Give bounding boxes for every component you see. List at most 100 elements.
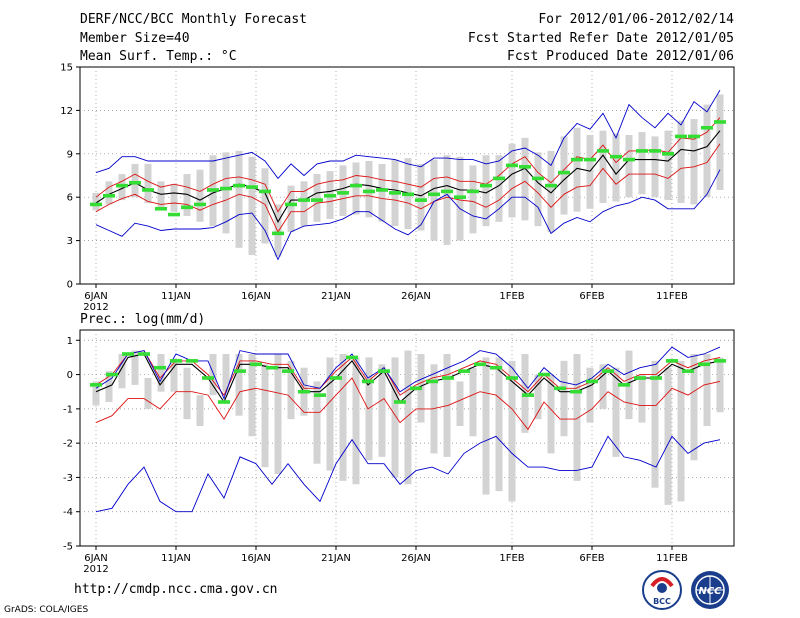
observation-mark bbox=[570, 389, 582, 394]
observation-mark bbox=[376, 188, 388, 192]
spread-box bbox=[248, 354, 256, 437]
observation-mark bbox=[554, 386, 566, 391]
observation-mark bbox=[597, 149, 609, 153]
observation-mark bbox=[506, 163, 518, 168]
y-tick-label: 0 bbox=[67, 370, 73, 381]
spread-box bbox=[365, 357, 373, 461]
spread-box bbox=[651, 360, 659, 488]
spread-box bbox=[599, 364, 607, 409]
y-tick-label: 15 bbox=[60, 63, 73, 74]
observation-mark bbox=[490, 365, 502, 370]
plot-frame bbox=[79, 329, 735, 547]
spread-box bbox=[586, 367, 594, 423]
chart-title: DERF/NCC/BCC Monthly Forecast bbox=[80, 12, 307, 27]
spread-box bbox=[638, 132, 646, 195]
x-tick-label: 21JAN bbox=[321, 291, 351, 302]
observation-mark bbox=[442, 376, 454, 380]
spread-box bbox=[222, 354, 230, 392]
observation-mark bbox=[675, 134, 687, 139]
observation-mark bbox=[250, 362, 262, 367]
spread-box bbox=[612, 367, 620, 457]
y-tick-label: 6 bbox=[67, 193, 73, 204]
y-tick-label: -1 bbox=[63, 404, 73, 415]
spread-box bbox=[521, 137, 529, 221]
spread-box bbox=[404, 350, 412, 485]
source-url[interactable]: http://cmdp.ncc.cma.gov.cn bbox=[74, 582, 278, 597]
forecast-period: For 2012/01/06-2012/02/14 bbox=[538, 12, 734, 27]
observation-mark bbox=[519, 165, 531, 169]
spread-line bbox=[95, 377, 721, 431]
spread-box bbox=[677, 120, 685, 203]
observation-mark bbox=[458, 369, 470, 373]
y-tick-label: 9 bbox=[67, 149, 73, 160]
spread-box bbox=[534, 152, 542, 227]
y-tick-label: 1 bbox=[67, 336, 73, 347]
spread-box bbox=[391, 357, 399, 478]
observation-mark bbox=[467, 189, 479, 194]
produced-date: Fcst Produced Date 2012/01/06 bbox=[507, 49, 734, 64]
ncc-logo-icon: NCC bbox=[691, 571, 729, 609]
observation-mark bbox=[272, 231, 284, 236]
spread-box bbox=[651, 136, 659, 198]
observation-mark bbox=[218, 400, 230, 404]
spread-box bbox=[131, 163, 139, 198]
spread-box bbox=[339, 354, 347, 481]
observation-mark bbox=[194, 202, 206, 207]
spread-line bbox=[95, 350, 721, 396]
observation-mark bbox=[480, 183, 492, 188]
spread-box bbox=[638, 374, 646, 423]
observation-mark bbox=[426, 379, 438, 384]
chart-panel-1: 0 3 6 9 12 15 6JAN 11JAN 16JAN 21JAN 26JAN 1FEB 6FEB… bbox=[60, 63, 735, 313]
spread-box bbox=[144, 163, 152, 203]
observation-mark bbox=[298, 389, 310, 394]
spread-box bbox=[248, 156, 256, 256]
y-tick-label: -5 bbox=[63, 542, 73, 553]
observation-mark bbox=[90, 383, 102, 387]
observation-mark bbox=[103, 193, 115, 198]
started-date: Fcst Started Refer Date 2012/01/05 bbox=[467, 31, 734, 46]
spread-box bbox=[183, 174, 191, 217]
spread-box bbox=[573, 127, 581, 212]
spread-box bbox=[274, 354, 282, 474]
observation-mark bbox=[298, 198, 310, 202]
observation-mark bbox=[682, 369, 694, 373]
spread-box bbox=[235, 354, 243, 416]
observation-mark bbox=[558, 170, 570, 175]
observation-mark bbox=[233, 183, 245, 188]
observation-mark bbox=[545, 183, 557, 188]
observation-mark bbox=[389, 191, 401, 195]
observation-mark bbox=[346, 355, 358, 360]
y-tick-label: 0 bbox=[67, 280, 73, 291]
observation-mark bbox=[610, 154, 622, 159]
spread-box bbox=[222, 152, 230, 234]
x-tick-label: 11FEB bbox=[656, 553, 688, 564]
x-tick-label: 6JAN bbox=[84, 553, 107, 564]
observation-mark bbox=[649, 149, 661, 153]
observation-mark bbox=[698, 362, 710, 367]
spread-box bbox=[534, 374, 542, 420]
extreme-line bbox=[95, 435, 721, 513]
spread-box bbox=[300, 181, 308, 227]
observation-mark bbox=[324, 193, 336, 198]
spread-line bbox=[95, 117, 721, 213]
spread-box bbox=[378, 163, 386, 222]
observation-mark bbox=[246, 185, 258, 189]
agency-logos: BCC NCC bbox=[642, 570, 729, 610]
spread-box bbox=[677, 360, 685, 502]
observation-mark bbox=[259, 189, 271, 194]
spread-box bbox=[378, 364, 386, 457]
spread-box bbox=[365, 161, 373, 218]
observation-mark bbox=[181, 205, 193, 210]
spread-box bbox=[313, 381, 321, 464]
observation-mark bbox=[330, 376, 342, 380]
spread-box bbox=[196, 395, 204, 426]
observation-mark bbox=[314, 393, 326, 397]
observation-mark bbox=[282, 369, 294, 373]
spread-box bbox=[612, 133, 620, 202]
spread-box bbox=[196, 169, 204, 222]
observation-mark bbox=[394, 400, 406, 404]
observation-mark bbox=[688, 134, 700, 139]
spread-box bbox=[703, 354, 711, 426]
observation-mark bbox=[122, 352, 134, 356]
